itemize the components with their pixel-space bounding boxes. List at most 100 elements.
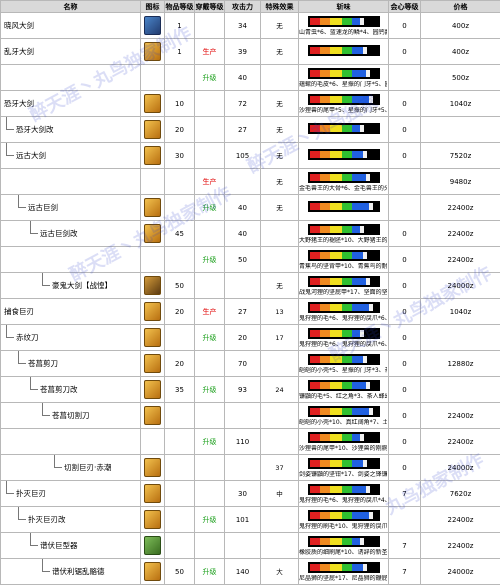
sharpness-segment bbox=[359, 433, 364, 441]
sharpness-cell: 鬼狩狸的刷毛*10、鬼狩狸的戾爪*7、土蜂幼虫*4、金喝玉*3 bbox=[298, 506, 389, 533]
sharpness-segment bbox=[341, 459, 352, 467]
header-affinity: 会心等级 bbox=[388, 0, 421, 13]
weapon-name-cell: 苍菖切割刀 bbox=[0, 402, 141, 429]
weapon-name: 扑灭巨刃改 bbox=[28, 515, 66, 524]
weapon-attack: 34 bbox=[224, 12, 261, 39]
greatsword-icon bbox=[144, 146, 161, 165]
sharpness-segment bbox=[329, 563, 342, 571]
weapon-row: 远古大剑 30 105 无 0 7520z bbox=[0, 142, 500, 169]
weapon-name: 赤纹刀 bbox=[16, 333, 39, 342]
sharpness-segment bbox=[351, 329, 360, 337]
sharpness-segment bbox=[351, 511, 369, 519]
header-name: 名称 bbox=[0, 0, 141, 13]
greatsword-icon bbox=[144, 484, 161, 503]
weapon-affinity: 0 bbox=[388, 220, 421, 247]
materials-text: 金毛兽王的大骨*6、金毛兽王的头冠*6、贴着白数*5 bbox=[299, 184, 388, 192]
sharpness-cell: 大野猪王的褪胚*10、大野猪王的尖牙*7、红角蝶*7 bbox=[298, 220, 389, 247]
weapon-affinity: 0 bbox=[388, 454, 421, 481]
sharpness-bar bbox=[307, 431, 380, 443]
weapon-price bbox=[420, 376, 500, 403]
weapon-affinity: 0 bbox=[388, 298, 421, 325]
weapon-affinity: 0 bbox=[388, 38, 421, 65]
sharpness-cell: 鬼狩狸的毛*6、鬼狩狸的戾爪*4、茶人蜂幼虫*4 bbox=[298, 480, 389, 507]
sharpness-segment bbox=[351, 69, 366, 77]
weapon-rarity bbox=[164, 194, 195, 221]
weapon-name-cell: 扑灭巨刃 bbox=[0, 480, 141, 507]
sharpness-segment bbox=[319, 225, 330, 233]
sharpness-segment bbox=[319, 563, 330, 571]
weapon-price: 22400z bbox=[420, 402, 500, 429]
materials-text: 橡胶质的细刷尾*10、诱辞的新圣水晶*7、红角蝶*4 bbox=[299, 548, 388, 556]
sharpness-segment bbox=[359, 537, 364, 545]
greatsword-icon bbox=[144, 42, 161, 61]
weapon-price: 9480z bbox=[420, 168, 500, 195]
weapon-row: 豪鬼大剑【战惶】 50 无战鬼河狸的坚屁甲*17、坚面的坚头壳*11、土蜂幼虫*4、… bbox=[0, 272, 500, 299]
sharpness-bar bbox=[307, 171, 380, 183]
sharpness-segment bbox=[319, 329, 330, 337]
weapon-affinity bbox=[388, 64, 421, 91]
tree-connector bbox=[6, 143, 14, 156]
weapon-affinity bbox=[388, 194, 421, 221]
tree-connector bbox=[42, 273, 50, 286]
tree-connector bbox=[30, 221, 38, 234]
weapon-icon-cell bbox=[140, 480, 165, 507]
sharpness-segment bbox=[351, 459, 363, 467]
weapon-name: 远古巨剑 bbox=[28, 203, 58, 212]
weapon-effect bbox=[260, 532, 299, 559]
weapon-name-cell: 远古巨剑改 bbox=[0, 220, 141, 247]
sharpness-segment bbox=[362, 251, 367, 259]
weapon-price: 7520z bbox=[420, 142, 500, 169]
materials-text: 大野猪王的褪胚*10、大野猪王的尖牙*7、红角蝶*7 bbox=[299, 236, 388, 244]
weapon-slots bbox=[194, 454, 225, 481]
weapon-affinity: 0 bbox=[388, 402, 421, 429]
sharpness-bar bbox=[307, 93, 380, 105]
sharpness-segment bbox=[351, 433, 360, 441]
sharpness-segment bbox=[341, 485, 352, 493]
sharpness-segment bbox=[319, 203, 330, 210]
weapon-icon-cell bbox=[140, 428, 165, 455]
weapon-effect: 无 bbox=[260, 38, 299, 65]
weapon-slots: 升级 bbox=[194, 506, 225, 533]
weapon-slots bbox=[194, 142, 225, 169]
weapon-slots bbox=[194, 272, 225, 299]
sharpness-segment bbox=[368, 407, 373, 415]
weapon-attack: 30 bbox=[224, 480, 261, 507]
sharpness-segment bbox=[329, 69, 342, 77]
weapon-slots: 升级 bbox=[194, 246, 225, 273]
sharpness-segment bbox=[309, 47, 320, 54]
weapon-affinity: 7 bbox=[388, 532, 421, 559]
sharpness-segment bbox=[359, 125, 364, 132]
sharpness-segment bbox=[309, 563, 320, 571]
sharpness-segment bbox=[351, 47, 363, 54]
weapon-slots bbox=[194, 12, 225, 39]
sharpness-cell bbox=[298, 194, 389, 221]
weapon-name: 豪鬼大剑【战惶】 bbox=[52, 281, 112, 290]
sharpness-segment bbox=[359, 225, 364, 233]
weapon-attack: 40 bbox=[224, 194, 261, 221]
header-rarity: 物品等级 bbox=[164, 0, 195, 13]
weapon-icon-cell bbox=[140, 350, 165, 377]
materials-text: 皑皑的小壳*5、星振的门牙*3、茶人蜂幼虫*4 bbox=[299, 366, 388, 374]
weapon-slots bbox=[194, 90, 225, 117]
weapon-row: 升级 110 沙狸兽的尾甲*10、沙狸兽的刚腕*7、红角蝶*7022400z bbox=[0, 428, 500, 455]
weapon-attack: 105 bbox=[224, 142, 261, 169]
sharpness-segment bbox=[365, 277, 370, 285]
sharpness-segment bbox=[351, 485, 366, 493]
weapon-icon-cell bbox=[140, 220, 165, 247]
sharpness-segment bbox=[319, 485, 330, 493]
sharpness-segment bbox=[351, 203, 369, 210]
sharpness-segment bbox=[359, 17, 364, 25]
sharpness-segment bbox=[365, 485, 370, 493]
sharpness-segment bbox=[329, 17, 342, 25]
weapon-name-cell: 赤纹刀 bbox=[0, 324, 141, 351]
weapon-icon-cell bbox=[140, 142, 165, 169]
sharpness-segment bbox=[329, 355, 342, 363]
weapon-name-cell: 苍菖剪刀改 bbox=[0, 376, 141, 403]
weapon-price: 24000z bbox=[420, 558, 500, 585]
sharpness-cell bbox=[298, 116, 389, 143]
sharpness-segment bbox=[319, 251, 330, 259]
